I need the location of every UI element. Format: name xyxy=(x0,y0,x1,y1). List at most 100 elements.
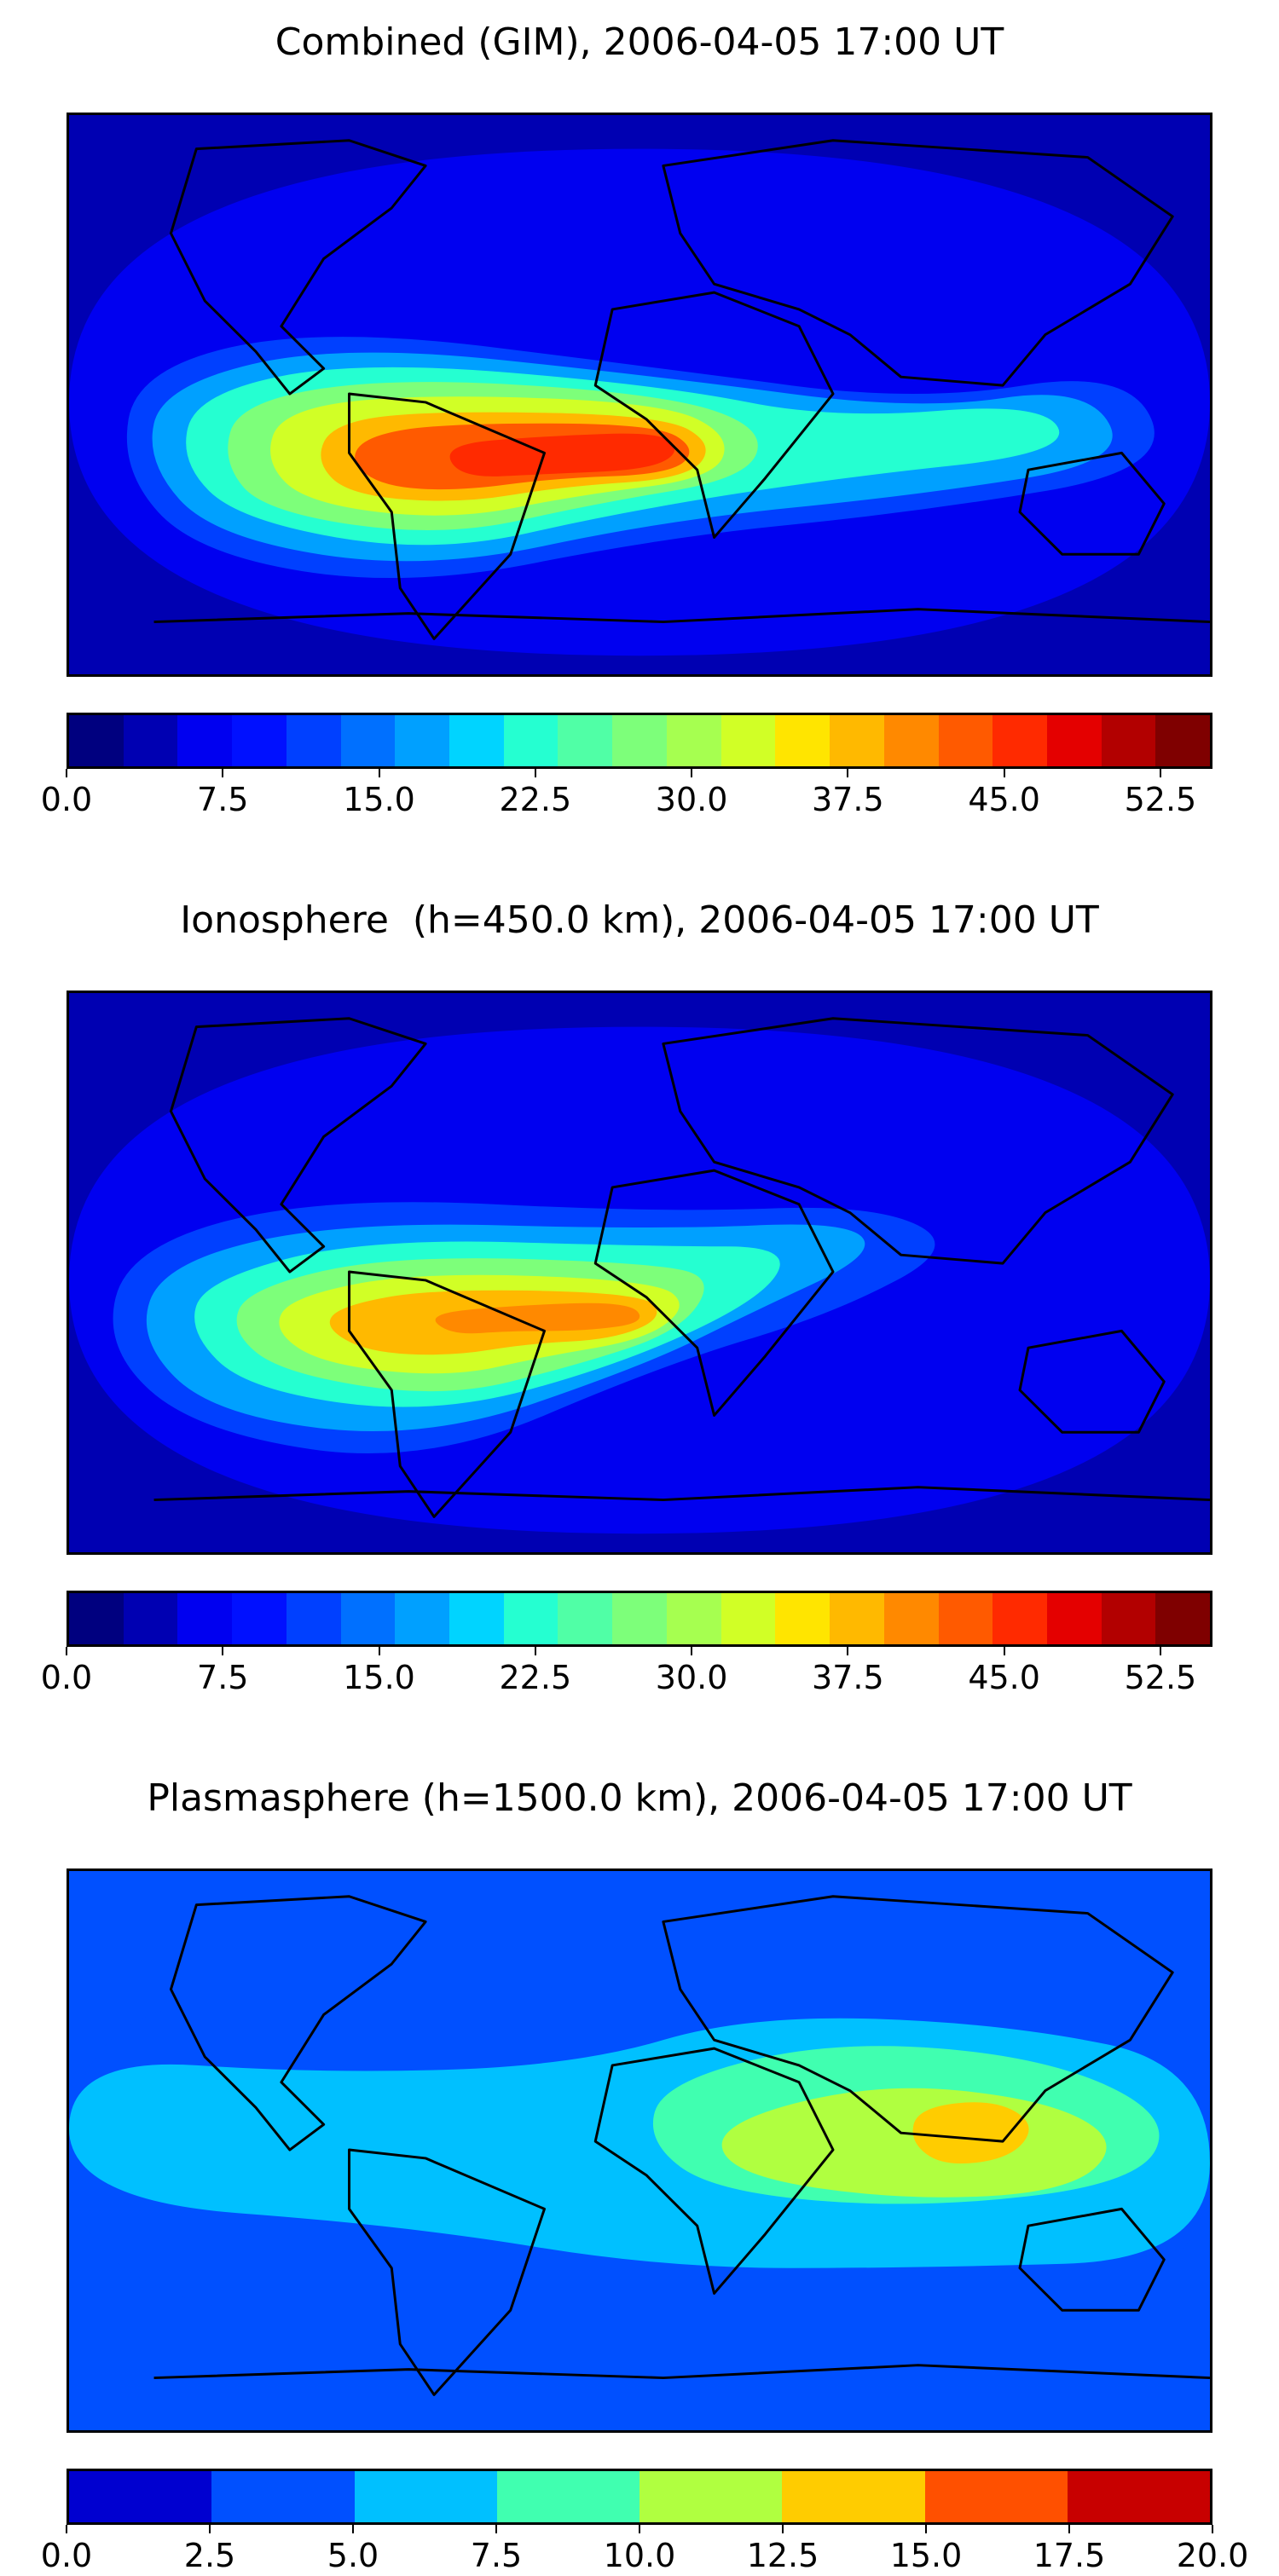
tick-mark xyxy=(1068,2525,1070,2533)
tick-label: 0.0 xyxy=(40,781,93,818)
tick-label: 30.0 xyxy=(655,1659,728,1696)
colorbar-segment xyxy=(123,715,178,766)
colorbar-segment xyxy=(496,2471,640,2522)
colorbar-segment xyxy=(1101,715,1156,766)
colorbar-segment xyxy=(993,715,1047,766)
coastline xyxy=(153,608,1210,624)
colorbar-segment xyxy=(775,1593,830,1644)
colorbar-segment xyxy=(1067,2471,1210,2522)
contour-map xyxy=(67,991,1212,1555)
colorbar-segment xyxy=(503,1593,558,1644)
colorbar-ticks: 0.0 2.5 5.0 7.5 10.0 12.5 15.0 17.5 20.0 xyxy=(41,2525,1248,2576)
coastline xyxy=(593,1169,835,1417)
tick-label: 12.5 xyxy=(746,2537,819,2574)
colorbar-segment xyxy=(449,1593,504,1644)
panel-title: Plasmasphere (h=1500.0 km), 2006-04-05 1… xyxy=(147,1776,1132,1820)
tick-mark xyxy=(847,1647,849,1655)
colorbar-segment xyxy=(177,1593,233,1644)
colorbar-segment xyxy=(503,715,558,766)
tick-mark xyxy=(691,1647,693,1655)
colorbar-segment xyxy=(558,715,613,766)
tick-label: 7.5 xyxy=(470,2537,523,2574)
tick-mark xyxy=(1159,769,1161,777)
tick-mark xyxy=(378,769,380,777)
tick-mark xyxy=(66,769,67,777)
colorbar-segment xyxy=(232,1593,286,1644)
coastline xyxy=(153,1486,1210,1502)
tick-label: 0.0 xyxy=(40,2537,93,2574)
tick-mark xyxy=(1003,769,1005,777)
colorbar-segment xyxy=(340,715,396,766)
tick-mark xyxy=(209,2525,211,2533)
coastline xyxy=(169,1895,427,2151)
tick-label: 0.0 xyxy=(40,1659,93,1696)
colorbar-segment xyxy=(938,715,993,766)
tick-mark xyxy=(66,2525,67,2533)
colorbar-segment xyxy=(177,715,233,766)
map-canvas xyxy=(69,139,1210,656)
colorbar-segment xyxy=(924,2471,1068,2522)
tick-label: 37.5 xyxy=(812,781,884,818)
colorbar-segment xyxy=(666,715,721,766)
colorbar-segment xyxy=(69,2471,212,2522)
tick-label: 52.5 xyxy=(1124,1659,1197,1696)
colorbar-ticks: 0.0 7.5 15.0 22.5 30.0 37.5 45.0 52.5 xyxy=(41,769,1212,820)
coastline xyxy=(662,1895,1174,2143)
colorbar-segment xyxy=(1155,715,1210,766)
colorbar-segment xyxy=(721,1593,776,1644)
colorbar-segment xyxy=(211,2471,355,2522)
colorbar-segment xyxy=(340,1593,396,1644)
colorbar-segment xyxy=(1046,715,1102,766)
tick-label: 20.0 xyxy=(1176,2537,1249,2574)
colorbar-segment xyxy=(782,2471,925,2522)
tick-mark xyxy=(1159,1647,1161,1655)
tick-label: 17.5 xyxy=(1033,2537,1106,2574)
colorbar-ticks: 0.0 7.5 15.0 22.5 30.0 37.5 45.0 52.5 xyxy=(41,1647,1212,1698)
tick-label: 5.0 xyxy=(327,2537,379,2574)
contour-map xyxy=(67,1868,1212,2433)
coastline xyxy=(662,139,1174,387)
coastline xyxy=(348,392,546,640)
tick-label: 52.5 xyxy=(1124,781,1197,818)
colorbar-segment xyxy=(1046,1593,1102,1644)
colorbar-segment xyxy=(286,715,341,766)
colorbar-segment xyxy=(721,715,776,766)
coastline xyxy=(1018,2207,1166,2312)
colorbar-segment xyxy=(558,1593,613,1644)
coastline xyxy=(348,1270,546,1518)
colorbar-segment xyxy=(612,1593,667,1644)
contour-level-15 xyxy=(435,1302,640,1334)
coastline xyxy=(593,291,835,539)
panel-title: Ionosphere (h=450.0 km), 2006-04-05 17:0… xyxy=(180,898,1099,942)
tick-label: 22.5 xyxy=(499,1659,572,1696)
colorbar-segment xyxy=(286,1593,341,1644)
tick-label: 45.0 xyxy=(968,1659,1040,1696)
coastline xyxy=(348,2148,546,2396)
colorbar-segment xyxy=(123,1593,178,1644)
tick-mark xyxy=(1003,1647,1005,1655)
colorbar-segment xyxy=(830,715,884,766)
tick-mark xyxy=(691,769,693,777)
colorbar-segment xyxy=(612,715,667,766)
colorbar-segment xyxy=(69,1593,124,1644)
colorbar xyxy=(67,2469,1212,2525)
contour-level-5 xyxy=(912,2102,1029,2164)
colorbar-segment xyxy=(938,1593,993,1644)
coastline xyxy=(1018,451,1166,556)
tick-label: 45.0 xyxy=(968,781,1040,818)
colorbar-segment xyxy=(1101,1593,1156,1644)
colorbar xyxy=(67,713,1212,769)
coastline xyxy=(662,1017,1174,1265)
coastline xyxy=(153,2364,1210,2380)
colorbar-segment xyxy=(993,1593,1047,1644)
tick-label: 22.5 xyxy=(499,781,572,818)
colorbar-segment xyxy=(775,715,830,766)
colorbar-segment xyxy=(883,1593,939,1644)
tick-mark xyxy=(534,769,536,777)
tick-mark xyxy=(66,1647,67,1655)
colorbar-segment xyxy=(395,715,450,766)
tick-label: 7.5 xyxy=(197,1659,249,1696)
panel-title: Combined (GIM), 2006-04-05 17:00 UT xyxy=(275,20,1004,64)
tick-mark xyxy=(847,769,849,777)
tick-label: 37.5 xyxy=(812,1659,884,1696)
